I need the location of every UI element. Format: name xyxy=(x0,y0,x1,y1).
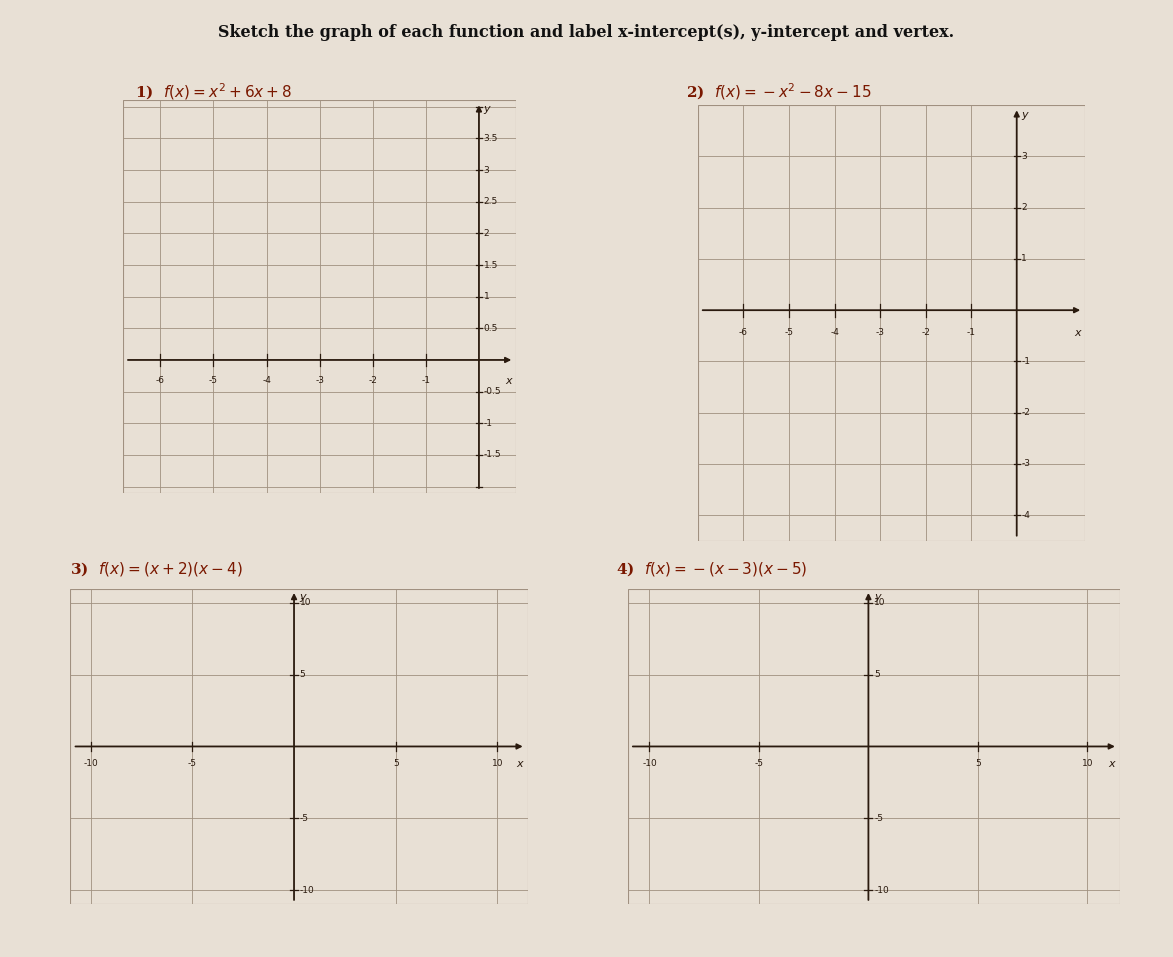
Text: -3: -3 xyxy=(316,376,324,385)
Text: 3: 3 xyxy=(483,166,489,174)
Text: 5: 5 xyxy=(299,670,305,679)
Text: -1: -1 xyxy=(421,376,430,385)
Text: -2: -2 xyxy=(1022,408,1030,417)
Text: y: y xyxy=(299,591,306,602)
Text: -0.5: -0.5 xyxy=(483,387,501,396)
Text: 5: 5 xyxy=(874,670,880,679)
Text: 1.5: 1.5 xyxy=(483,260,499,270)
Text: -5: -5 xyxy=(754,759,764,768)
Text: 10: 10 xyxy=(299,598,311,608)
Text: y: y xyxy=(483,104,490,115)
Text: 3)  $f(x) = (x + 2)(x - 4)$: 3) $f(x) = (x + 2)(x - 4)$ xyxy=(70,560,243,578)
Text: -5: -5 xyxy=(188,759,197,768)
Text: 1)  $f(x) = x^2 + 6x + 8$: 1) $f(x) = x^2 + 6x + 8$ xyxy=(135,81,292,102)
Text: -1: -1 xyxy=(967,327,976,337)
Text: -5: -5 xyxy=(209,376,218,385)
Text: -5: -5 xyxy=(785,327,793,337)
Text: -10: -10 xyxy=(299,885,314,895)
Text: Sketch the graph of each function and label x-intercept(s), y-intercept and vert: Sketch the graph of each function and la… xyxy=(218,24,955,41)
Text: -4: -4 xyxy=(262,376,271,385)
Text: 4)  $f(x) = -(x - 3)(x - 5)$: 4) $f(x) = -(x - 3)(x - 5)$ xyxy=(616,560,807,578)
Text: -3: -3 xyxy=(875,327,884,337)
Text: x: x xyxy=(516,759,523,769)
Text: 2.5: 2.5 xyxy=(483,197,497,207)
Text: 10: 10 xyxy=(1082,759,1093,768)
Text: -10: -10 xyxy=(83,759,99,768)
Text: -5: -5 xyxy=(874,813,883,823)
Text: -2: -2 xyxy=(921,327,930,337)
Text: -10: -10 xyxy=(642,759,657,768)
Text: x: x xyxy=(1108,759,1116,769)
Text: -2: -2 xyxy=(368,376,378,385)
Text: -10: -10 xyxy=(874,885,889,895)
Text: 1: 1 xyxy=(483,292,489,301)
Text: -5: -5 xyxy=(299,813,308,823)
Text: -6: -6 xyxy=(739,327,748,337)
Text: 5: 5 xyxy=(393,759,399,768)
Text: 10: 10 xyxy=(874,598,886,608)
Text: -4: -4 xyxy=(1022,511,1030,520)
Text: 2: 2 xyxy=(1022,203,1028,212)
Text: 3.5: 3.5 xyxy=(483,134,499,143)
Text: y: y xyxy=(874,591,881,602)
Text: 2: 2 xyxy=(483,229,489,238)
Text: -4: -4 xyxy=(830,327,839,337)
Text: -1: -1 xyxy=(483,419,493,428)
Text: -1: -1 xyxy=(1022,357,1030,366)
Text: -1.5: -1.5 xyxy=(483,451,501,459)
Text: -3: -3 xyxy=(1022,459,1030,468)
Text: 5: 5 xyxy=(975,759,981,768)
Text: 1: 1 xyxy=(1022,255,1028,263)
Text: x: x xyxy=(1074,327,1082,338)
Text: 2)  $f(x) = -x^2 - 8x - 15$: 2) $f(x) = -x^2 - 8x - 15$ xyxy=(686,81,872,102)
Text: y: y xyxy=(1022,110,1028,120)
Text: -6: -6 xyxy=(156,376,165,385)
Text: 10: 10 xyxy=(491,759,503,768)
Text: 0.5: 0.5 xyxy=(483,323,499,333)
Text: 3: 3 xyxy=(1022,152,1028,161)
Text: x: x xyxy=(506,376,513,386)
